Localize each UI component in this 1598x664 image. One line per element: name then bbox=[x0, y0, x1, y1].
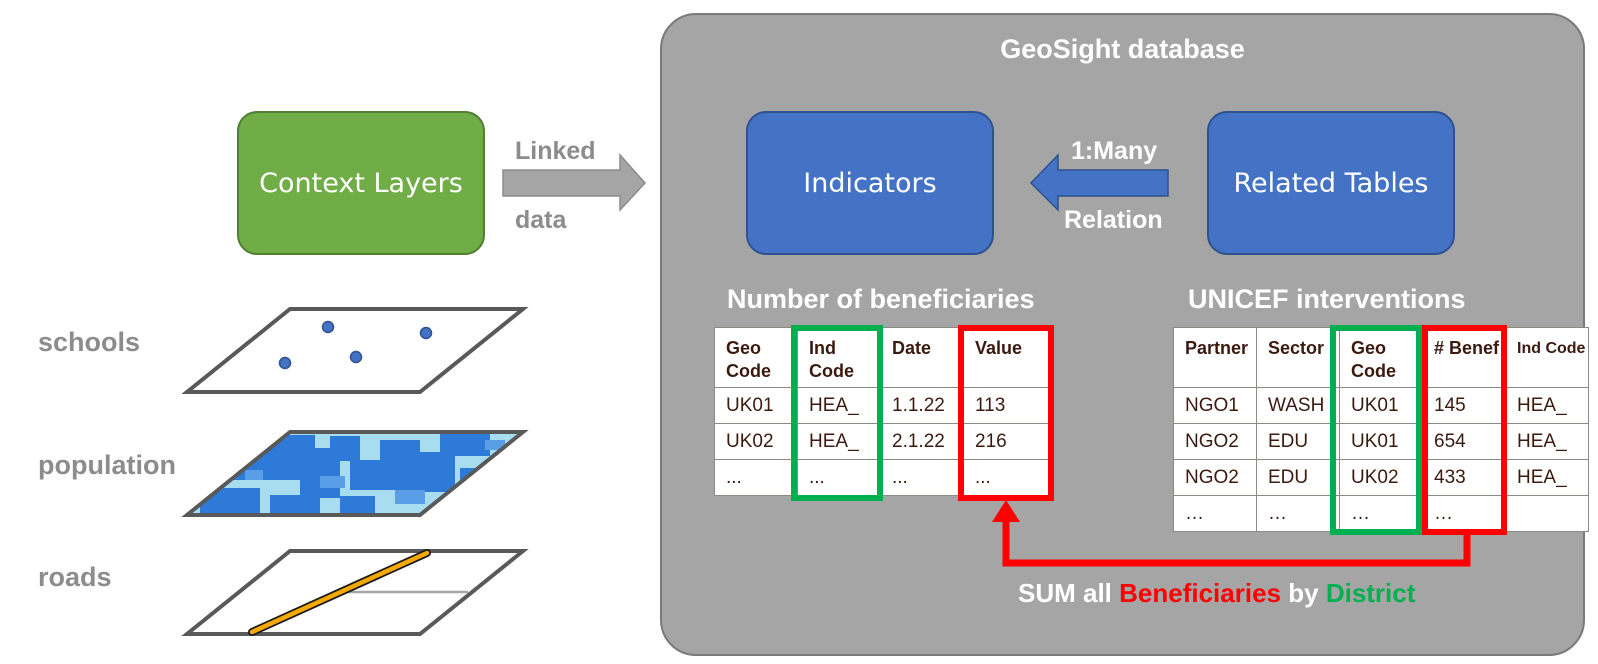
table-row: … … … … bbox=[1173, 495, 1589, 532]
benef-highlight bbox=[1422, 325, 1507, 535]
indicators-label: Indicators bbox=[803, 167, 937, 199]
relation-arrow-icon bbox=[1029, 153, 1169, 212]
table-cell: UK02 bbox=[714, 423, 798, 460]
table-cell: NGO2 bbox=[1173, 459, 1257, 496]
layer-label-roads: roads bbox=[38, 562, 112, 592]
table-cell: UK01 bbox=[714, 387, 798, 424]
table-cell: HEA_ bbox=[1505, 459, 1589, 496]
sum-caption-middle: by bbox=[1281, 578, 1326, 608]
interventions-table-title: UNICEF interventions bbox=[1188, 284, 1466, 314]
table-header-cell: Value bbox=[963, 327, 1054, 388]
table-cell: EDU bbox=[1256, 459, 1340, 496]
sum-caption-prefix: SUM all bbox=[1018, 578, 1120, 608]
table-cell: HEA_ bbox=[1505, 387, 1589, 424]
beneficiaries-table-title: Number of beneficiaries bbox=[727, 284, 1035, 314]
layer-label-population: population bbox=[38, 450, 176, 480]
ind-code-highlight bbox=[791, 325, 883, 501]
interventions-table: Partner Sector Geo Code # Benef Ind Code… bbox=[1173, 327, 1589, 532]
table-cell: HEA_ bbox=[1505, 423, 1589, 460]
table-cell bbox=[1505, 495, 1589, 532]
line-map-icon bbox=[181, 549, 529, 636]
linked-arrow-icon bbox=[502, 153, 647, 212]
table-row: UK01 HEA_ 1.1.22 113 bbox=[714, 387, 1054, 424]
table-cell: ... bbox=[880, 459, 964, 496]
table-cell: … bbox=[1422, 495, 1506, 532]
table-cell: … bbox=[1173, 495, 1257, 532]
table-header-cell: Geo Code bbox=[1339, 327, 1423, 388]
table-cell: NGO2 bbox=[1173, 423, 1257, 460]
database-title: GeoSight database bbox=[1000, 34, 1245, 64]
table-row: NGO2 EDU UK02 433 HEA_ bbox=[1173, 459, 1589, 496]
related-tables-label: Related Tables bbox=[1233, 167, 1429, 199]
table-header-cell: Geo Code bbox=[714, 327, 798, 388]
table-cell: … bbox=[1256, 495, 1340, 532]
table-cell: NGO1 bbox=[1173, 387, 1257, 424]
table-cell: EDU bbox=[1256, 423, 1340, 460]
geo-code-highlight bbox=[1330, 325, 1422, 535]
table-cell: 654 bbox=[1422, 423, 1506, 460]
table-header-cell: Ind Code bbox=[1505, 327, 1589, 388]
relation-arrow-label-top: 1:Many bbox=[1071, 137, 1158, 165]
relation-arrow-label-bottom: Relation bbox=[1064, 206, 1163, 234]
table-header-row: Partner Sector Geo Code # Benef Ind Code bbox=[1173, 327, 1589, 388]
indicators-box: Indicators bbox=[746, 111, 994, 255]
sum-caption-measure: Beneficiaries bbox=[1119, 578, 1282, 608]
table-header-cell: Date bbox=[880, 327, 964, 388]
table-cell: 2.1.22 bbox=[880, 423, 964, 460]
table-header-cell: Sector bbox=[1256, 327, 1340, 388]
related-tables-box: Related Tables bbox=[1207, 111, 1455, 255]
context-layers-box: Context Layers bbox=[237, 111, 485, 255]
table-cell: 216 bbox=[963, 423, 1054, 460]
aggregation-arrow-icon bbox=[992, 500, 1471, 567]
table-header-cell: Partner bbox=[1173, 327, 1257, 388]
table-row: NGO2 EDU UK01 654 HEA_ bbox=[1173, 423, 1589, 460]
sum-caption-group: District bbox=[1325, 578, 1416, 608]
linked-arrow-label-top: Linked bbox=[515, 137, 596, 165]
value-highlight bbox=[958, 325, 1054, 501]
sum-caption: SUM all Beneficiaries by District bbox=[1018, 578, 1415, 609]
context-layers-label: Context Layers bbox=[259, 167, 463, 199]
table-cell: 1.1.22 bbox=[880, 387, 964, 424]
points-map-icon bbox=[181, 307, 529, 394]
table-row: UK02 HEA_ 2.1.22 216 bbox=[714, 423, 1054, 460]
table-cell: ... bbox=[714, 459, 798, 496]
table-cell: WASH bbox=[1256, 387, 1340, 424]
table-cell: 145 bbox=[1422, 387, 1506, 424]
table-cell: … bbox=[1339, 495, 1423, 532]
layer-label-schools: schools bbox=[38, 327, 141, 357]
linked-arrow-label-bottom: data bbox=[515, 206, 567, 234]
table-cell: UK01 bbox=[1339, 423, 1423, 460]
table-header-cell: # Benef bbox=[1422, 327, 1506, 388]
table-cell: 433 bbox=[1422, 459, 1506, 496]
table-cell: HEA_ bbox=[797, 423, 881, 460]
table-cell: ... bbox=[963, 459, 1054, 496]
